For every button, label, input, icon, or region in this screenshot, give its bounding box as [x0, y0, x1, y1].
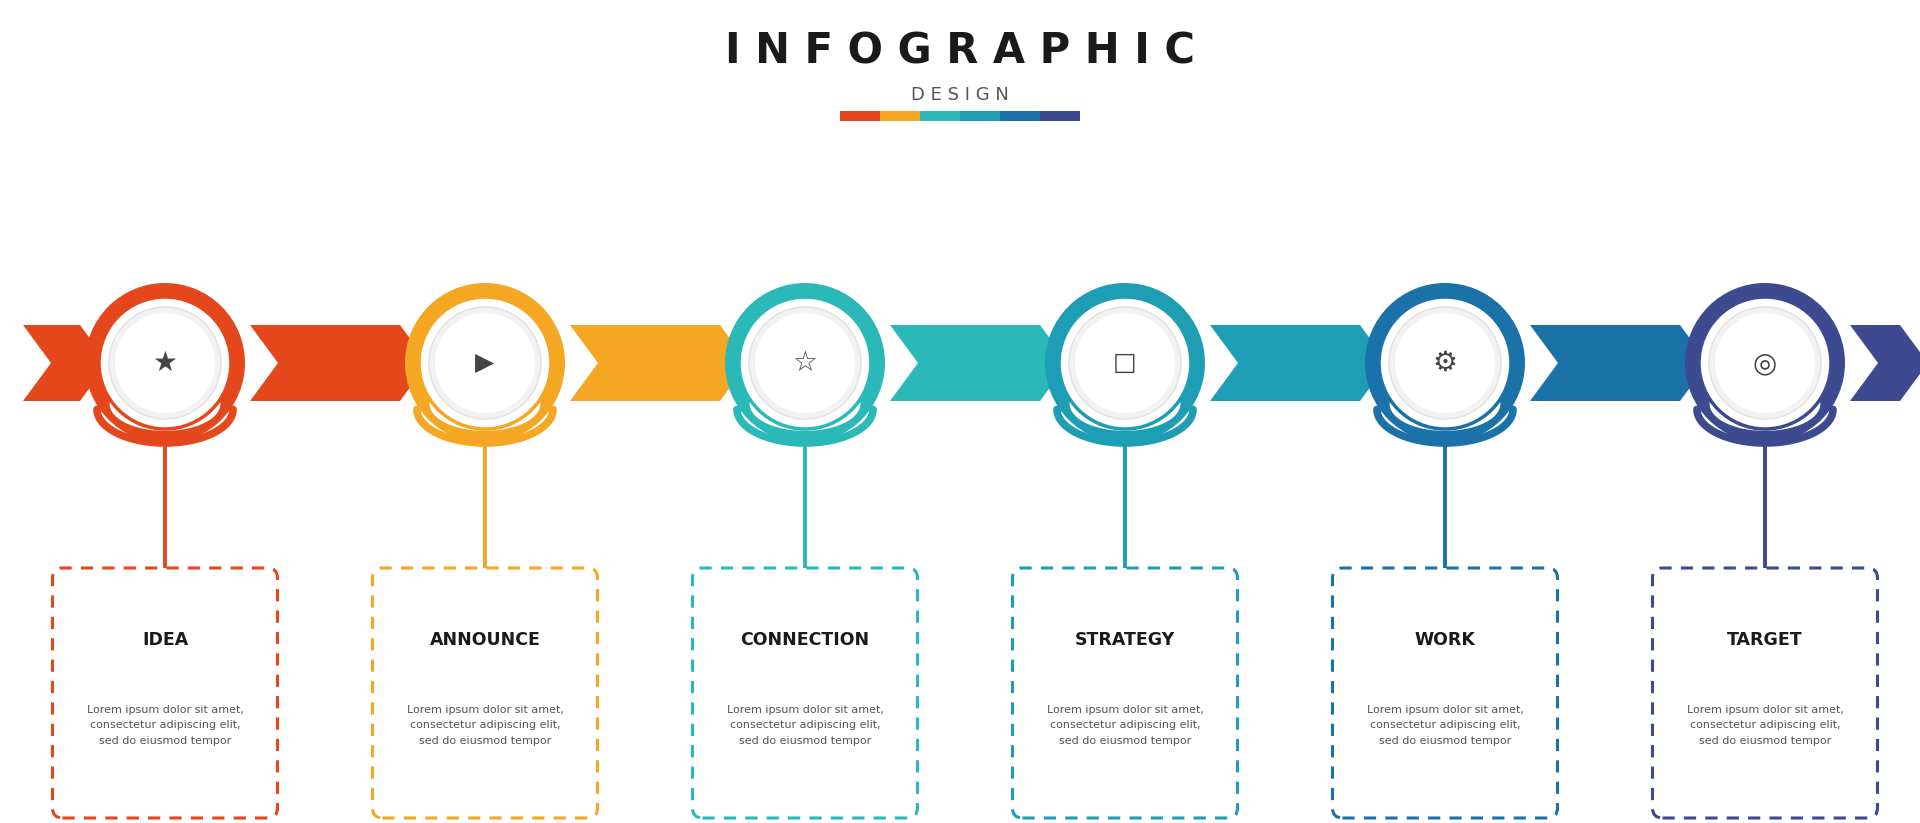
Polygon shape [250, 325, 428, 401]
Text: ◎: ◎ [1753, 349, 1778, 377]
Circle shape [1044, 283, 1206, 443]
Polygon shape [23, 325, 108, 401]
Text: ★: ★ [152, 349, 177, 377]
Polygon shape [1530, 325, 1709, 401]
Text: D E S I G N: D E S I G N [912, 86, 1008, 104]
Text: Lorem ipsum dolor sit amet,
consectetur adipiscing elit,
sed do eiusmod tempor: Lorem ipsum dolor sit amet, consectetur … [726, 704, 883, 746]
Polygon shape [1210, 325, 1388, 401]
Text: □: □ [1114, 351, 1137, 375]
Circle shape [1715, 313, 1814, 413]
Circle shape [100, 297, 230, 429]
Circle shape [84, 283, 246, 443]
Circle shape [1365, 283, 1524, 443]
Text: IDEA: IDEA [142, 631, 188, 649]
Text: Lorem ipsum dolor sit amet,
consectetur adipiscing elit,
sed do eiusmod tempor: Lorem ipsum dolor sit amet, consectetur … [1046, 704, 1204, 746]
Circle shape [1699, 297, 1832, 429]
Circle shape [1686, 283, 1845, 443]
Circle shape [115, 313, 215, 413]
Circle shape [405, 283, 564, 443]
Circle shape [1075, 313, 1175, 413]
Text: ANNOUNCE: ANNOUNCE [430, 631, 540, 649]
Circle shape [419, 297, 551, 429]
Circle shape [436, 313, 536, 413]
Text: Lorem ipsum dolor sit amet,
consectetur adipiscing elit,
sed do eiusmod tempor: Lorem ipsum dolor sit amet, consectetur … [1367, 704, 1523, 746]
Circle shape [1379, 297, 1511, 429]
Bar [1000, 111, 1041, 121]
Bar [841, 111, 879, 121]
Bar [1041, 111, 1079, 121]
Bar [920, 111, 960, 121]
Text: Lorem ipsum dolor sit amet,
consectetur adipiscing elit,
sed do eiusmod tempor: Lorem ipsum dolor sit amet, consectetur … [407, 704, 563, 746]
Circle shape [1060, 297, 1190, 429]
Text: TARGET: TARGET [1728, 631, 1803, 649]
Circle shape [749, 307, 860, 419]
Bar [960, 111, 1000, 121]
Circle shape [1709, 307, 1820, 419]
Circle shape [428, 307, 541, 419]
Text: WORK: WORK [1415, 631, 1475, 649]
Text: ☆: ☆ [793, 349, 818, 377]
Circle shape [739, 297, 872, 429]
FancyBboxPatch shape [1012, 568, 1238, 818]
Text: Lorem ipsum dolor sit amet,
consectetur adipiscing elit,
sed do eiusmod tempor: Lorem ipsum dolor sit amet, consectetur … [86, 704, 244, 746]
FancyBboxPatch shape [1653, 568, 1878, 818]
Polygon shape [1851, 325, 1920, 401]
Bar [879, 111, 920, 121]
Text: ▶: ▶ [476, 351, 495, 375]
Text: I N F O G R A P H I C: I N F O G R A P H I C [726, 30, 1194, 72]
Polygon shape [891, 325, 1068, 401]
Text: CONNECTION: CONNECTION [741, 631, 870, 649]
Circle shape [1069, 307, 1181, 419]
FancyBboxPatch shape [372, 568, 597, 818]
Circle shape [109, 307, 221, 419]
Text: STRATEGY: STRATEGY [1075, 631, 1175, 649]
FancyBboxPatch shape [693, 568, 918, 818]
Polygon shape [570, 325, 749, 401]
Circle shape [726, 283, 885, 443]
FancyBboxPatch shape [1332, 568, 1557, 818]
Circle shape [1396, 313, 1496, 413]
Text: ⚙: ⚙ [1432, 349, 1457, 377]
Circle shape [755, 313, 854, 413]
Text: Lorem ipsum dolor sit amet,
consectetur adipiscing elit,
sed do eiusmod tempor: Lorem ipsum dolor sit amet, consectetur … [1686, 704, 1843, 746]
Circle shape [1388, 307, 1501, 419]
FancyBboxPatch shape [52, 568, 278, 818]
